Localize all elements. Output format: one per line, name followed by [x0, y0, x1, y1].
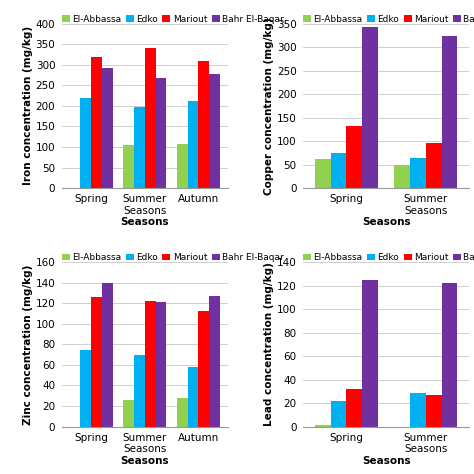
- Bar: [346, 389, 362, 427]
- Bar: [91, 297, 102, 427]
- Bar: [209, 296, 220, 427]
- Bar: [441, 283, 457, 427]
- Bar: [81, 98, 91, 188]
- Bar: [177, 398, 188, 427]
- Bar: [123, 145, 134, 188]
- Bar: [145, 48, 155, 188]
- X-axis label: Seasons: Seasons: [120, 456, 169, 466]
- Bar: [394, 164, 410, 188]
- Bar: [441, 36, 457, 188]
- Y-axis label: Lead concentration (mg/kg): Lead concentration (mg/kg): [264, 263, 274, 426]
- Bar: [155, 78, 166, 188]
- Bar: [102, 283, 113, 427]
- Bar: [362, 280, 378, 427]
- Bar: [330, 153, 346, 188]
- Bar: [123, 400, 134, 427]
- Bar: [145, 301, 155, 427]
- Legend: El-Abbassa, Edko, Mariout, Bahr El-Baqar: El-Abbassa, Edko, Mariout, Bahr El-Baqar: [303, 253, 474, 262]
- Bar: [177, 144, 188, 188]
- Bar: [315, 159, 330, 188]
- Bar: [410, 392, 426, 427]
- Bar: [426, 143, 441, 188]
- Legend: El-Abbassa, Edko, Mariout, Bahr El-Baqar: El-Abbassa, Edko, Mariout, Bahr El-Baqar: [303, 15, 474, 24]
- Legend: El-Abbassa, Edko, Mariout, Bahr El-Baqar: El-Abbassa, Edko, Mariout, Bahr El-Baqar: [62, 15, 284, 24]
- Bar: [134, 355, 145, 427]
- Legend: El-Abbassa, Edko, Mariout, Bahr El-Baqar: El-Abbassa, Edko, Mariout, Bahr El-Baqar: [62, 253, 284, 262]
- Y-axis label: Copper concentration (mg/kg): Copper concentration (mg/kg): [264, 17, 274, 195]
- Bar: [81, 349, 91, 427]
- Bar: [155, 302, 166, 427]
- X-axis label: Seasons: Seasons: [120, 218, 169, 228]
- Bar: [134, 107, 145, 188]
- Bar: [102, 68, 113, 188]
- Bar: [199, 61, 209, 188]
- Bar: [315, 426, 330, 427]
- X-axis label: Seasons: Seasons: [362, 456, 410, 466]
- Bar: [199, 311, 209, 427]
- Bar: [91, 56, 102, 188]
- Y-axis label: Iron concentration (mg/kg): Iron concentration (mg/kg): [23, 27, 33, 185]
- X-axis label: Seasons: Seasons: [362, 218, 410, 228]
- Bar: [209, 74, 220, 188]
- Y-axis label: Zinc concentration (mg/kg): Zinc concentration (mg/kg): [23, 264, 33, 425]
- Bar: [410, 158, 426, 188]
- Bar: [188, 101, 199, 188]
- Bar: [426, 395, 441, 427]
- Bar: [330, 401, 346, 427]
- Bar: [188, 367, 199, 427]
- Bar: [362, 27, 378, 188]
- Bar: [346, 126, 362, 188]
